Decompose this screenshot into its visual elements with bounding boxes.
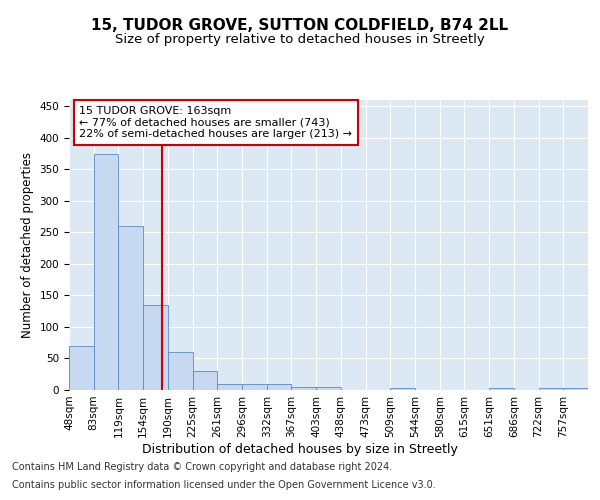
Bar bbox=[168, 352, 193, 390]
Text: 15, TUDOR GROVE, SUTTON COLDFIELD, B74 2LL: 15, TUDOR GROVE, SUTTON COLDFIELD, B74 2… bbox=[91, 18, 509, 32]
Bar bbox=[69, 346, 94, 390]
Bar bbox=[267, 384, 292, 390]
Bar bbox=[316, 387, 341, 390]
Bar bbox=[489, 388, 514, 390]
Text: 15 TUDOR GROVE: 163sqm
← 77% of detached houses are smaller (743)
22% of semi-de: 15 TUDOR GROVE: 163sqm ← 77% of detached… bbox=[79, 106, 352, 139]
Bar bbox=[539, 388, 563, 390]
Y-axis label: Number of detached properties: Number of detached properties bbox=[21, 152, 34, 338]
Bar bbox=[94, 154, 118, 390]
Bar bbox=[563, 388, 588, 390]
Bar bbox=[292, 387, 316, 390]
Text: Size of property relative to detached houses in Streetly: Size of property relative to detached ho… bbox=[115, 32, 485, 46]
Bar bbox=[143, 305, 168, 390]
Text: Distribution of detached houses by size in Streetly: Distribution of detached houses by size … bbox=[142, 442, 458, 456]
Bar bbox=[118, 226, 143, 390]
Text: Contains HM Land Registry data © Crown copyright and database right 2024.: Contains HM Land Registry data © Crown c… bbox=[12, 462, 392, 472]
Bar bbox=[217, 384, 242, 390]
Text: Contains public sector information licensed under the Open Government Licence v3: Contains public sector information licen… bbox=[12, 480, 436, 490]
Bar bbox=[390, 388, 415, 390]
Bar bbox=[193, 371, 217, 390]
Bar bbox=[242, 384, 267, 390]
